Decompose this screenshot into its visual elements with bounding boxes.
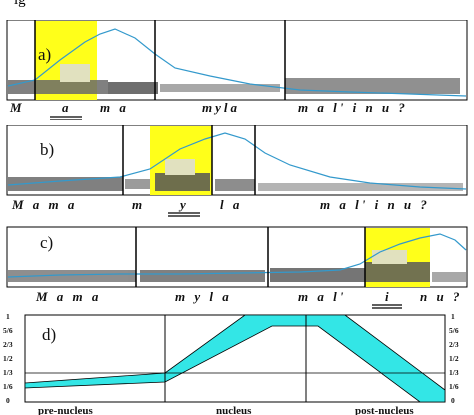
panel-a-label: a) bbox=[38, 45, 51, 64]
word-a-1: a bbox=[62, 100, 72, 115]
tick-right-5: 1/6 bbox=[449, 382, 459, 391]
spectrogram-a-svg: a) M a m a myla m a l' i n u ? bbox=[6, 20, 468, 120]
word-c-4: n u ? bbox=[420, 289, 462, 304]
tick-right-4: 1/3 bbox=[449, 368, 459, 377]
tick-left-2: 2/3 bbox=[3, 340, 13, 349]
section-label-pre-nucleus: pre-nucleus bbox=[38, 405, 94, 415]
tick-left-4: 1/3 bbox=[3, 368, 13, 377]
word-c-1: m y l a bbox=[175, 289, 232, 304]
word-b-2: y bbox=[178, 197, 189, 212]
word-c-2: m a l' bbox=[298, 289, 346, 304]
pitch-contour-b bbox=[7, 132, 467, 190]
tick-left-6: 0 bbox=[6, 396, 10, 405]
tick-right-3: 1/2 bbox=[449, 354, 459, 363]
panel-b-label: b) bbox=[40, 140, 54, 159]
section-label-post-nucleus: post-nucleus bbox=[355, 405, 414, 415]
pitch-contour-c bbox=[7, 233, 467, 278]
word-b-0: M a m a bbox=[11, 197, 77, 212]
word-a-3: myla bbox=[202, 100, 240, 115]
contour-band bbox=[24, 314, 446, 403]
tick-right-2: 2/3 bbox=[449, 340, 459, 349]
spectrogram-a-energy bbox=[8, 64, 460, 94]
word-b-4: m a l' i n u ? bbox=[320, 197, 430, 212]
y-ticks-right: 1 5/6 2/3 1/2 1/3 1/6 0 bbox=[449, 312, 459, 405]
word-b-1: m bbox=[132, 197, 145, 212]
tick-left-3: 1/2 bbox=[3, 354, 13, 363]
word-a-4: m a l' i n u ? bbox=[298, 100, 408, 115]
tick-left-0: 1 bbox=[6, 312, 10, 321]
spectrogram-panel-c: c) M a m a m y l a m a l' i n u ? bbox=[0, 222, 474, 312]
word-b-3: l a bbox=[220, 197, 242, 212]
caption-fragment: ig bbox=[0, 0, 474, 14]
spectrogram-panel-b: b) M a m a m y l a m a l' i n u ? bbox=[0, 125, 474, 225]
spectrogram-c-svg: c) M a m a m y l a m a l' i n u ? bbox=[6, 226, 468, 309]
tick-left-1: 5/6 bbox=[3, 326, 13, 335]
tick-right-1: 5/6 bbox=[449, 326, 459, 335]
tick-left-5: 1/6 bbox=[3, 382, 13, 391]
word-c-0: M a m a bbox=[35, 289, 101, 304]
spectrogram-b-energy bbox=[8, 159, 463, 191]
schematic-d-svg: d) 1 5/6 2/3 1/2 1/3 1/6 0 1 5/6 2/3 1/2… bbox=[3, 312, 459, 415]
caption-fragment-text: ig bbox=[14, 0, 26, 8]
word-a-0: M bbox=[9, 100, 25, 115]
panel-c-label: c) bbox=[40, 233, 53, 252]
tick-right-0: 1 bbox=[451, 312, 455, 321]
spectrogram-panel-a: a) M a m a myla m a l' i n u ? bbox=[0, 20, 474, 120]
schematic-panel-d: d) 1 5/6 2/3 1/2 1/3 1/6 0 1 5/6 2/3 1/2… bbox=[0, 310, 474, 415]
tick-right-6: 0 bbox=[451, 396, 455, 405]
word-c-3: i bbox=[385, 289, 392, 304]
section-label-nucleus: nucleus bbox=[216, 405, 252, 415]
y-ticks-left: 1 5/6 2/3 1/2 1/3 1/6 0 bbox=[3, 312, 13, 405]
spectrogram-b-svg: b) M a m a m y l a m a l' i n u ? bbox=[6, 125, 468, 217]
panel-d-label: d) bbox=[42, 325, 56, 344]
word-a-2: m a bbox=[100, 100, 129, 115]
